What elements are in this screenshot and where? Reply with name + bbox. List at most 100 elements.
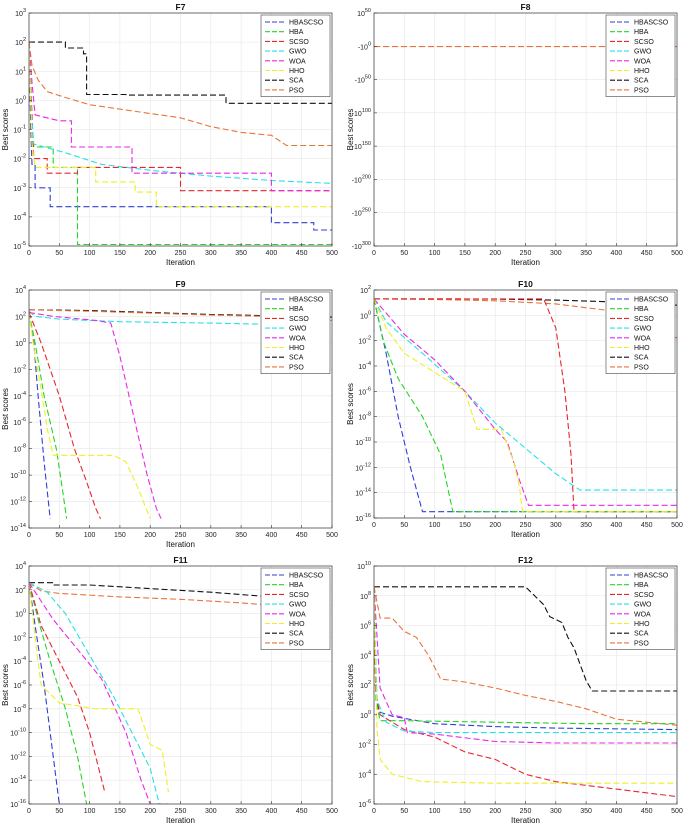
legend-label-gwo: GWO xyxy=(289,326,307,333)
y-tick-label: 1050 xyxy=(357,8,371,18)
series-line-hho xyxy=(29,582,169,793)
legend-label-woa: WOA xyxy=(634,335,651,342)
x-tick-label: 450 xyxy=(641,522,653,529)
panel-f9: 0 50 100 150 200 250 300 350 400 450 500 10-14 10-12… xyxy=(1,279,338,549)
legend-label-hba: HBA xyxy=(289,306,304,313)
chart-title: F9 xyxy=(176,279,186,289)
y-axis-label: Best scores xyxy=(346,383,355,425)
x-tick-label: 400 xyxy=(611,808,623,815)
series-line-hho xyxy=(374,298,677,513)
x-tick-label: 150 xyxy=(114,808,126,815)
y-tick-label: 10-4 xyxy=(13,656,26,666)
series-line-hho xyxy=(374,586,677,784)
legend-label-pso: PSO xyxy=(634,640,649,647)
y-tick-label: 10-5 xyxy=(13,241,26,251)
y-tick-label: 10-16 xyxy=(355,513,371,523)
y-tick-label: -10300 xyxy=(352,241,371,251)
x-tick-label: 300 xyxy=(205,808,217,815)
x-tick-label: 350 xyxy=(235,532,247,539)
x-tick-label: 350 xyxy=(235,808,247,815)
y-tick-label: 10-8 xyxy=(358,412,371,422)
x-tick-label: 500 xyxy=(326,532,338,539)
x-tick-label: 0 xyxy=(372,250,376,257)
series-line-scso xyxy=(29,582,106,793)
x-tick-label: 0 xyxy=(27,250,31,257)
series-line-gwo xyxy=(374,586,677,734)
x-tick-label: 200 xyxy=(489,808,501,815)
legend-label-sca: SCA xyxy=(634,631,649,638)
legend-label-pso: PSO xyxy=(289,364,304,371)
x-tick-label: 450 xyxy=(296,532,308,539)
series-line-hba xyxy=(29,582,88,804)
y-tick-label: 10-2 xyxy=(358,740,371,750)
x-tick-label: 500 xyxy=(326,808,338,815)
series-group xyxy=(374,586,677,798)
y-tick-label: 100 xyxy=(360,310,371,320)
x-tick-label: 150 xyxy=(114,532,126,539)
y-tick-label: 10-2 xyxy=(13,632,26,642)
y-axis-label: Best scores xyxy=(346,109,355,151)
series-group xyxy=(29,41,332,246)
series-line-woa xyxy=(374,586,677,744)
x-tick-label: 200 xyxy=(489,250,501,257)
x-tick-label: 350 xyxy=(580,522,592,529)
x-tick-label: 450 xyxy=(296,250,308,257)
legend-label-hho: HHO xyxy=(634,621,650,628)
y-tick-label: -100 xyxy=(358,41,371,51)
x-tick-label: 250 xyxy=(520,522,532,529)
y-tick-label: -10250 xyxy=(352,208,371,218)
y-tick-label: 102 xyxy=(15,585,26,595)
series-line-gwo xyxy=(374,298,677,491)
series-line-pso xyxy=(29,42,332,147)
legend-label-hbascso: HBASCSO xyxy=(634,297,669,304)
legend-label-woa: WOA xyxy=(289,335,306,342)
y-tick-label: 10-2 xyxy=(13,154,26,164)
legend-label-hba: HBA xyxy=(634,306,649,313)
x-tick-label: 50 xyxy=(55,808,63,815)
x-tick-label: 250 xyxy=(175,250,187,257)
y-tick-label: 10-8 xyxy=(13,704,26,714)
x-tick-label: 0 xyxy=(372,808,376,815)
x-axis-label: Iteration xyxy=(166,258,195,267)
legend-label-hho: HHO xyxy=(289,621,305,628)
legend-label-hho: HHO xyxy=(289,68,305,75)
legend-box xyxy=(605,14,676,97)
y-tick-label: 10-4 xyxy=(13,391,26,401)
x-tick-label: 0 xyxy=(27,532,31,539)
legend-label-hho: HHO xyxy=(634,345,650,352)
y-tick-label: 108 xyxy=(360,591,371,601)
legend-label-hbascso: HBASCSO xyxy=(289,573,324,580)
series-line-hbascso xyxy=(29,42,332,231)
series-line-scso xyxy=(29,312,102,519)
y-tick-label: 10-12 xyxy=(10,751,26,761)
series-line-pso xyxy=(374,586,677,726)
x-tick-label: 500 xyxy=(671,808,683,815)
y-tick-label: 10-6 xyxy=(358,386,371,396)
x-tick-label: 350 xyxy=(235,250,247,257)
legend-label-woa: WOA xyxy=(634,611,651,618)
series-line-hho xyxy=(29,42,332,208)
x-tick-label: 300 xyxy=(205,532,217,539)
y-tick-label: 102 xyxy=(15,37,26,47)
legend-label-sca: SCA xyxy=(634,78,649,85)
legend-box xyxy=(605,567,676,650)
y-tick-label: 10-12 xyxy=(10,497,26,507)
x-tick-label: 50 xyxy=(400,522,408,529)
y-tick-label: 10-4 xyxy=(358,769,371,779)
x-tick-label: 150 xyxy=(114,250,126,257)
x-tick-label: 100 xyxy=(84,532,96,539)
legend-label-pso: PSO xyxy=(634,364,649,371)
legend-label-hho: HHO xyxy=(634,68,650,75)
y-tick-label: 10-6 xyxy=(13,680,26,690)
y-tick-label: -10200 xyxy=(352,174,371,184)
legend-box xyxy=(260,291,331,374)
series-line-woa xyxy=(374,298,677,506)
y-tick-label: 100 xyxy=(15,609,26,619)
x-tick-label: 250 xyxy=(520,808,532,815)
y-tick-label: 10-12 xyxy=(355,462,371,472)
legend-box xyxy=(605,291,676,374)
